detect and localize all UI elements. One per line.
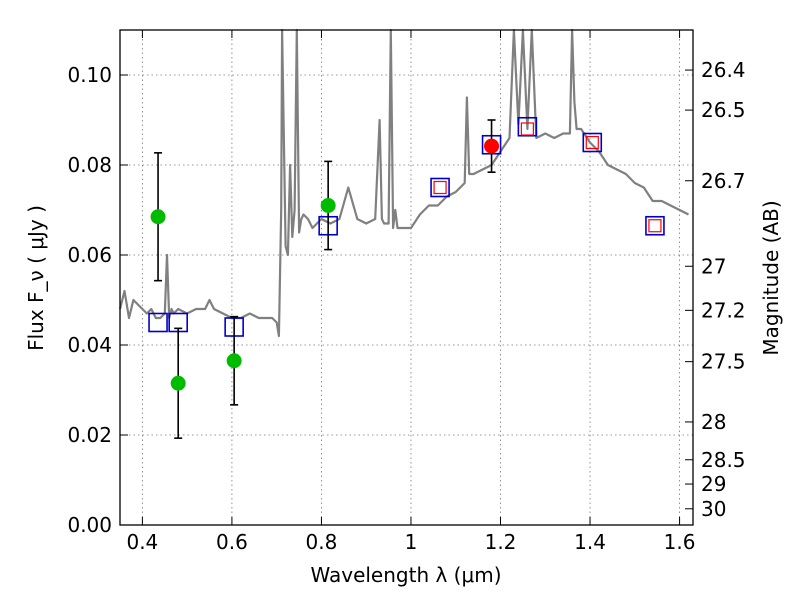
plot-frame <box>119 29 694 526</box>
x-tick-labels: 0.4 0.6 0.8 1 1.2 1.4 1.6 <box>126 530 695 554</box>
mag-tick-label: 27.2 <box>701 298 746 322</box>
observed-square <box>585 135 599 150</box>
x-axis-title: Wavelength λ (μm) <box>310 563 501 587</box>
x-tick-label: 0.4 <box>126 530 158 554</box>
mag-tick-label: 28.5 <box>701 448 746 472</box>
detection-point <box>320 198 336 213</box>
detection-point <box>226 353 242 369</box>
y-tick-label: 0.08 <box>67 153 112 177</box>
mag-tick-label: 27 <box>701 254 726 278</box>
mag-tick-label: 26.7 <box>701 169 746 193</box>
x-tick-label: 1.2 <box>485 530 517 554</box>
detection-point <box>170 375 186 391</box>
mag-tick-label: 26.5 <box>701 98 746 122</box>
mag-tick-label: 27.5 <box>701 350 746 374</box>
key-point <box>484 138 500 154</box>
x-tick-label: 1.6 <box>664 530 696 554</box>
observed-square <box>433 180 447 195</box>
observed-square <box>648 219 662 233</box>
y-tick-label: 0.06 <box>67 243 112 267</box>
y-axis-title: Flux F_ν ( μJy ) <box>24 205 48 351</box>
x-tick-label: 0.6 <box>216 530 248 554</box>
x-tick-label: 1.4 <box>574 530 606 554</box>
model-square <box>517 116 538 137</box>
model-square <box>582 132 603 153</box>
mag-tick-label: 30 <box>701 497 726 521</box>
y-tick-label: 0.04 <box>67 333 112 357</box>
x-tick-label: 0.8 <box>306 530 338 554</box>
mag-tick-label: 26.4 <box>701 58 746 82</box>
mag-tick-label: 29 <box>701 472 726 496</box>
y2-axis-title: Magnitude (AB) <box>759 200 783 355</box>
observed-square <box>520 122 534 136</box>
y-tick-labels: 0.00 0.02 0.04 0.06 0.08 0.10 <box>67 63 112 537</box>
model-square <box>645 215 665 236</box>
x-tick-label: 1 <box>405 530 418 554</box>
grid-lines <box>120 30 693 526</box>
model-square <box>430 177 450 198</box>
spectrum-layer <box>118 28 689 338</box>
mag-tick-label: 28 <box>701 410 726 434</box>
detection-point <box>150 209 166 225</box>
y-tick-label: 0.02 <box>67 423 112 447</box>
spectrum-line <box>118 28 689 338</box>
axis-ticks <box>120 30 693 526</box>
marker-layer <box>148 116 665 439</box>
model-square <box>148 312 168 333</box>
y-tick-label: 0.10 <box>67 63 112 87</box>
y-tick-label: 0.00 <box>67 513 112 537</box>
